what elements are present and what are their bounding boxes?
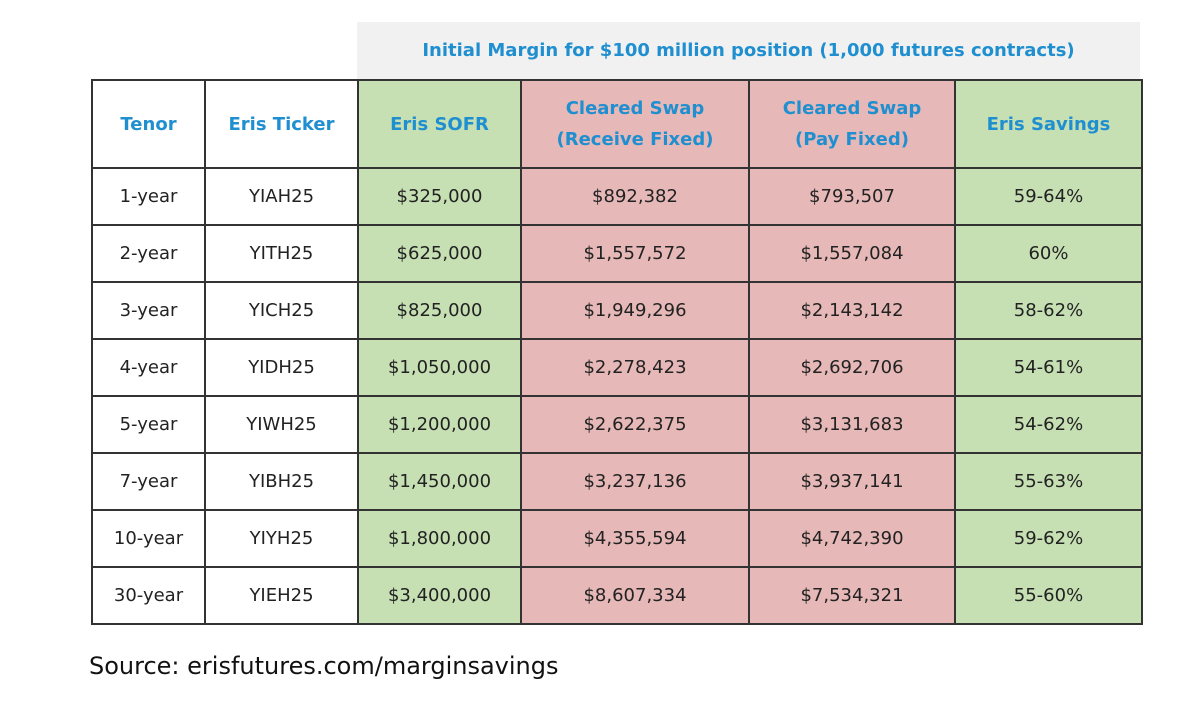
column-header-label: Cleared Swap (Receive Fixed) [556,98,714,150]
cell-eris-savings: 54-61% [954,338,1143,397]
cell-tenor: 3-year [91,281,206,340]
cell-tenor: 7-year [91,452,206,511]
cell-tenor: 10-year [91,509,206,568]
cell-eris-savings: 60% [954,224,1143,283]
cell-eris-ticker: YIDH25 [204,338,359,397]
cell-eris-ticker: YICH25 [204,281,359,340]
cell-eris-sofr: $1,450,000 [357,452,522,511]
cell-swap-receive-fixed: $2,622,375 [520,395,750,454]
source-note: Source: erisfutures.com/marginsavings [89,652,559,680]
column-header-cleared-swap-pay-fixed: Cleared Swap (Pay Fixed) [748,79,956,169]
cell-eris-savings: 59-62% [954,509,1143,568]
cell-swap-receive-fixed: $892,382 [520,167,750,226]
cell-swap-receive-fixed: $1,557,572 [520,224,750,283]
column-header-label: Eris SOFR [390,113,489,135]
cell-eris-sofr: $825,000 [357,281,522,340]
table-row: 1-year YIAH25 $325,000 $892,382 $793,507 59-6… [91,167,1143,226]
cell-eris-ticker: YIWH25 [204,395,359,454]
column-header-eris-sofr: Eris SOFR [357,79,522,169]
table-header-row: Tenor Eris Ticker Eris SOFR Cleared Swap… [91,79,1143,169]
cell-tenor: 2-year [91,224,206,283]
table-row: 10-year YIYH25 $1,800,000 $4,355,594 $4,742,… [91,509,1143,568]
cell-swap-pay-fixed: $793,507 [748,167,956,226]
column-header-label: Eris Savings [986,113,1111,135]
table-banner-title: Initial Margin for $100 million position… [357,22,1140,79]
column-header-label: Eris Ticker [228,113,335,135]
cell-swap-pay-fixed: $2,143,142 [748,281,956,340]
cell-swap-pay-fixed: $7,534,321 [748,566,956,625]
cell-eris-savings: 59-64% [954,167,1143,226]
column-header-eris-ticker: Eris Ticker [204,79,359,169]
cell-eris-ticker: YIAH25 [204,167,359,226]
cell-tenor: 5-year [91,395,206,454]
cell-eris-ticker: YIBH25 [204,452,359,511]
cell-swap-receive-fixed: $2,278,423 [520,338,750,397]
cell-eris-savings: 54-62% [954,395,1143,454]
cell-eris-sofr: $3,400,000 [357,566,522,625]
cell-eris-ticker: YIYH25 [204,509,359,568]
column-header-label: Tenor [120,113,177,135]
column-header-tenor: Tenor [91,79,206,169]
cell-tenor: 1-year [91,167,206,226]
cell-eris-sofr: $325,000 [357,167,522,226]
table-row: 30-year YIEH25 $3,400,000 $8,607,334 $7,534,… [91,566,1143,625]
cell-eris-savings: 55-63% [954,452,1143,511]
cell-eris-sofr: $1,200,000 [357,395,522,454]
cell-swap-pay-fixed: $1,557,084 [748,224,956,283]
cell-swap-receive-fixed: $8,607,334 [520,566,750,625]
table-row: 5-year YIWH25 $1,200,000 $2,622,375 $3,131,6… [91,395,1143,454]
cell-eris-sofr: $625,000 [357,224,522,283]
cell-swap-receive-fixed: $3,237,136 [520,452,750,511]
table-row: 7-year YIBH25 $1,450,000 $3,237,136 $3,937,1… [91,452,1143,511]
cell-swap-pay-fixed: $2,692,706 [748,338,956,397]
margin-comparison-table: Tenor Eris Ticker Eris SOFR Cleared Swap… [91,79,1143,625]
cell-swap-pay-fixed: $4,742,390 [748,509,956,568]
cell-tenor: 4-year [91,338,206,397]
cell-eris-savings: 58-62% [954,281,1143,340]
cell-swap-pay-fixed: $3,131,683 [748,395,956,454]
table-row: 4-year YIDH25 $1,050,000 $2,278,423 $2,692,7… [91,338,1143,397]
table-row: 3-year YICH25 $825,000 $1,949,296 $2,143,142… [91,281,1143,340]
column-header-eris-savings: Eris Savings [954,79,1143,169]
cell-eris-sofr: $1,050,000 [357,338,522,397]
cell-swap-pay-fixed: $3,937,141 [748,452,956,511]
column-header-label: Cleared Swap (Pay Fixed) [782,98,922,150]
table-body: 1-year YIAH25 $325,000 $892,382 $793,507 59-6… [91,167,1143,625]
cell-swap-receive-fixed: $1,949,296 [520,281,750,340]
cell-eris-ticker: YITH25 [204,224,359,283]
table-row: 2-year YITH25 $625,000 $1,557,572 $1,557,084… [91,224,1143,283]
cell-eris-savings: 55-60% [954,566,1143,625]
column-header-cleared-swap-receive-fixed: Cleared Swap (Receive Fixed) [520,79,750,169]
cell-tenor: 30-year [91,566,206,625]
cell-eris-sofr: $1,800,000 [357,509,522,568]
cell-eris-ticker: YIEH25 [204,566,359,625]
cell-swap-receive-fixed: $4,355,594 [520,509,750,568]
